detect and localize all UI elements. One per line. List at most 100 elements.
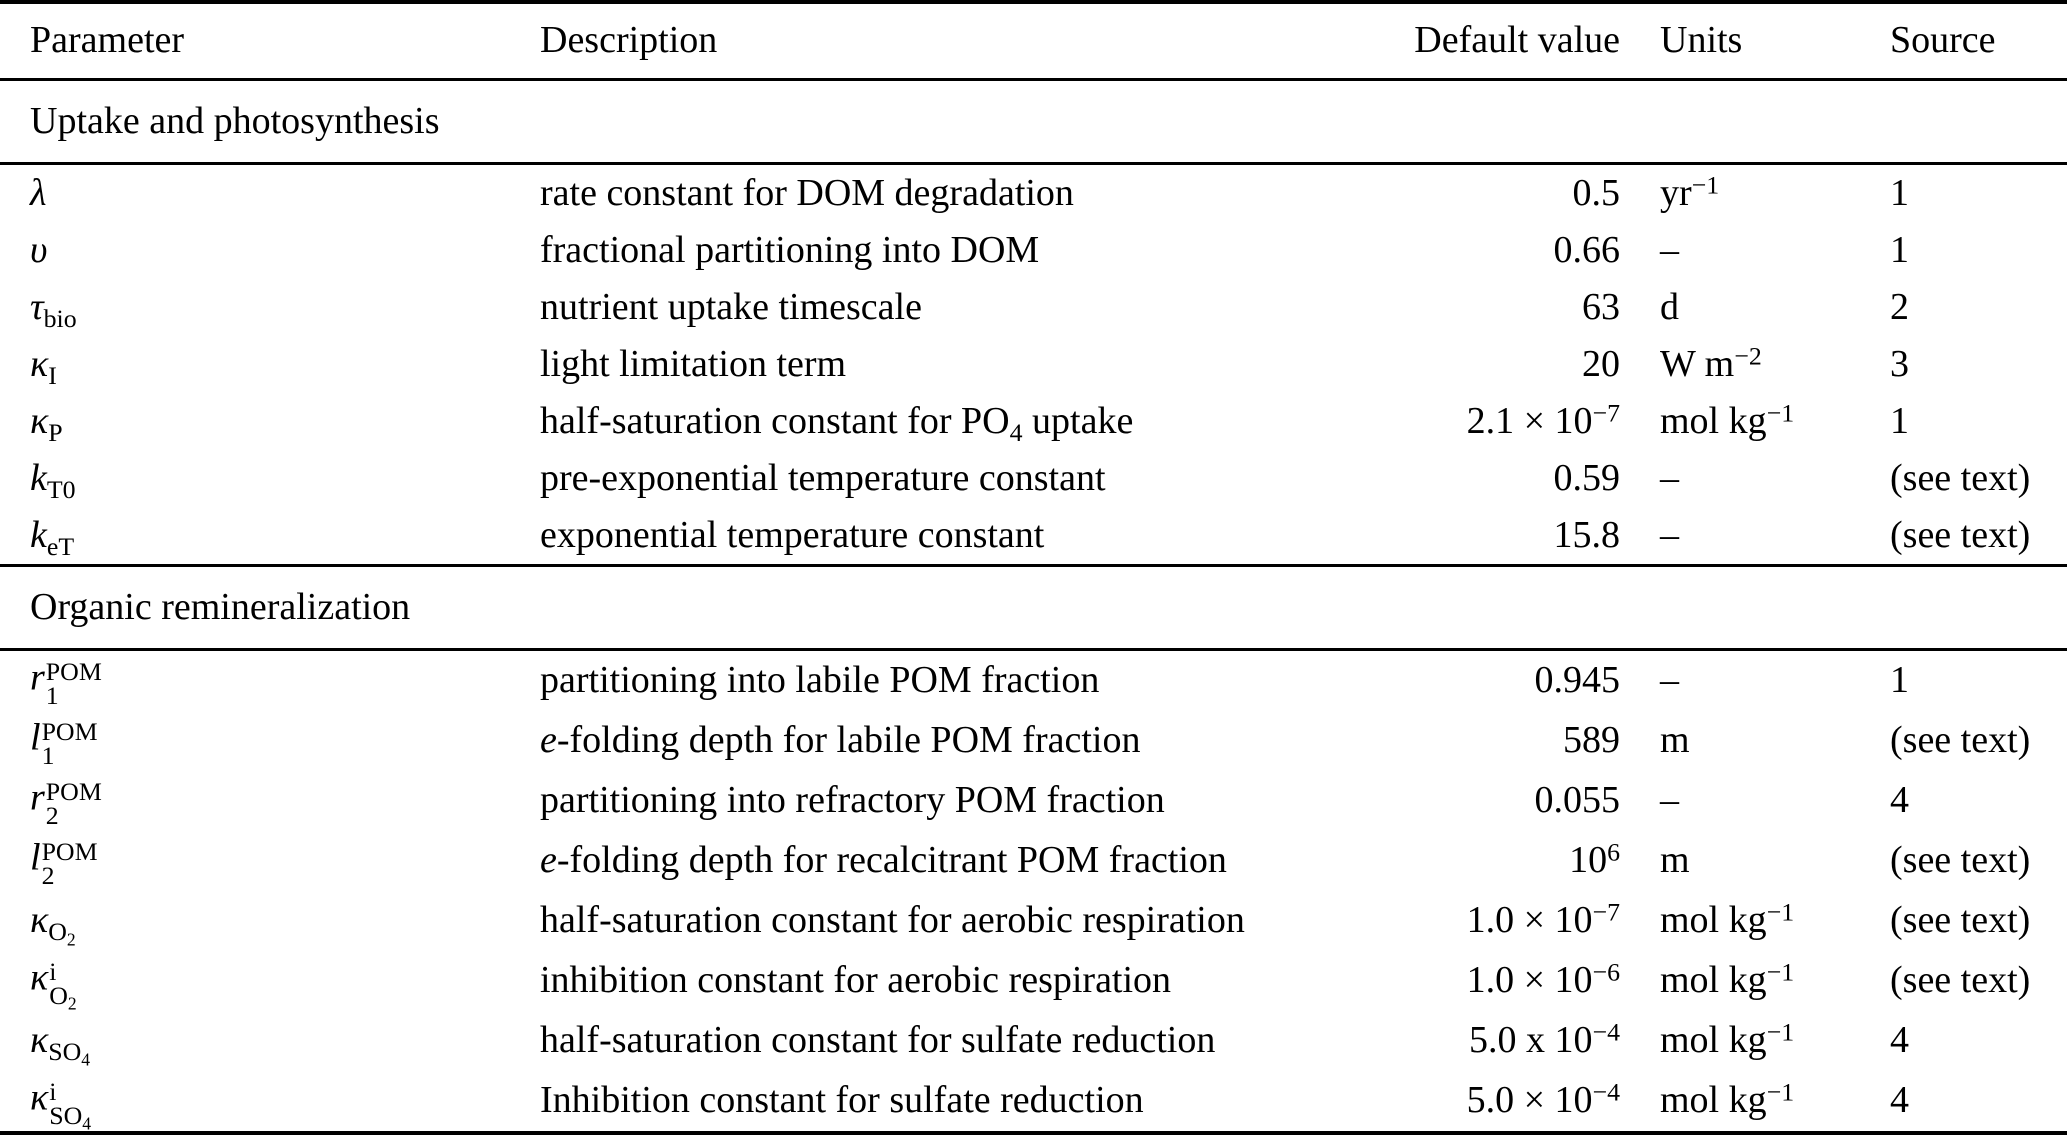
header-row: Parameter Description Default value Unit… [0,2,2067,81]
units-cell: yr−1 [1660,169,1720,214]
col-header-parameter: Parameter [0,2,510,81]
param-cell: κ i SO4 [30,1076,92,1134]
stacked-supsub: POM 1 [41,716,98,771]
source-cell: (see text) [1890,719,2031,762]
param-cell: r POM 2 [30,776,102,831]
units-cell: mol kg−1 [1660,957,1795,1002]
table-row: κ i O2 inhibition constant for aerobic resp… [0,951,2067,1014]
section-title: Uptake and photosynthesis [0,78,2067,165]
table-row: κ i SO4 Inhibition constant for sulfate red… [0,1071,2067,1133]
source-cell: 4 [1890,779,1909,822]
param-cell: keT [30,513,75,561]
units-cell: – [1660,513,1679,556]
default-value-cell: 106 [1569,837,1620,882]
default-value-cell: 2.1 × 10−7 [1466,397,1620,442]
section-header-row: Uptake and photosynthesis [0,78,2067,165]
units-cell: mol kg−1 [1660,1017,1795,1062]
default-value-cell: 0.5 [1572,171,1621,214]
table-row: κO2 half-saturation constant for aerobic … [0,891,2067,951]
table-row: τbio nutrient uptake timescale 63 d 2 [0,279,2067,336]
table-row: l POM 1 e-folding depth for labile POM frac… [0,711,2067,771]
source-cell: 4 [1890,1019,1909,1062]
description-cell: nutrient uptake timescale [540,285,922,328]
table-row: keT exponential temperature constant 15.8–… [0,507,2067,566]
units-cell: m [1660,839,1690,882]
units-cell: m [1660,719,1690,762]
table-row: r POM 1 partitioning into labile POM fracti… [0,650,2067,712]
description-cell: pre-exponential temperature constant [540,456,1106,499]
param-cell: τbio [30,285,77,333]
source-cell: (see text) [1890,456,2031,499]
default-value-cell: 15.8 [1553,513,1621,556]
units-cell: mol kg−1 [1660,897,1795,942]
table-body: Uptake and photosynthesis λ rate constant … [0,78,2067,1134]
param-cell: κI [30,342,57,390]
source-cell: 1 [1890,171,1909,214]
table-row: kT0 pre-exponential temperature constant 0… [0,450,2067,507]
description-cell: half-saturation constant for PO4 uptake [540,399,1134,447]
table-row: κP half-saturation constant for PO4 uptak… [0,393,2067,450]
units-cell: – [1660,779,1679,822]
table-row: κSO4 half-saturation constant for sulfate… [0,1011,2067,1071]
source-cell: (see text) [1890,959,2031,1002]
param-cell: κP [30,399,63,447]
description-cell: rate constant for DOM degradation [540,171,1074,214]
param-cell: l POM 1 [30,716,98,771]
default-value-cell: 0.055 [1534,779,1621,822]
units-cell: – [1660,228,1679,271]
default-value-cell: 0.945 [1534,659,1621,702]
units-cell: mol kg−1 [1660,1077,1795,1122]
col-header-description: Description [510,2,1215,81]
section-header-row: Organic remineralization [0,564,2067,651]
description-cell: e-folding depth for recalcitrant POM fra… [540,839,1227,882]
default-value-cell: 589 [1563,719,1620,762]
source-cell: 2 [1890,285,1909,328]
col-header-units: Units [1620,2,1860,81]
default-value-cell: 63 [1582,285,1620,328]
description-cell: fractional partitioning into DOM [540,228,1040,271]
units-cell: mol kg−1 [1660,397,1795,442]
section-title: Organic remineralization [0,564,2067,651]
param-cell: κO2 [30,899,76,950]
description-cell: light limitation term [540,342,847,385]
source-cell: 4 [1890,1079,1909,1122]
table-row: l POM 2 e-folding depth for recalcitrant PO… [0,831,2067,891]
source-cell: (see text) [1890,899,2031,942]
source-cell: (see text) [1890,839,2031,882]
default-value-cell: 1.0 × 10−6 [1466,957,1620,1002]
source-cell: (see text) [1890,513,2031,556]
table-row: λ rate constant for DOM degradation 0.5 yr−… [0,164,2067,223]
stacked-supsub: i O2 [49,956,77,1014]
default-value-cell: 0.59 [1553,456,1621,499]
stacked-supsub: POM 2 [45,776,102,831]
param-cell: kT0 [30,456,76,504]
col-header-source: Source [1860,2,2067,81]
source-cell: 1 [1890,659,1909,702]
param-cell: κ i O2 [30,956,77,1014]
description-cell: partitioning into refractory POM fractio… [540,779,1165,822]
source-cell: 1 [1890,399,1909,442]
description-cell: Inhibition constant for sulfate reductio… [540,1079,1144,1122]
description-cell: partitioning into labile POM fraction [540,659,1100,702]
table-header: Parameter Description Default value Unit… [0,2,2067,81]
description-cell: exponential temperature constant [540,513,1045,556]
table-row: κI light limitation term 20 W m−2 3 [0,336,2067,393]
units-cell: W m−2 [1660,340,1762,385]
description-cell: half-saturation constant for aerobic res… [540,899,1245,942]
param-cell: λ [30,171,47,214]
default-value-cell: 0.66 [1553,228,1621,271]
col-header-default-value: Default value [1215,2,1620,81]
param-cell: l POM 2 [30,836,98,891]
table-row: r POM 2 partitioning into refractory POM fr… [0,771,2067,831]
units-cell: d [1660,285,1679,328]
default-value-cell: 20 [1582,342,1620,385]
param-cell: r POM 1 [30,656,102,711]
default-value-cell: 5.0 x 10−4 [1469,1017,1620,1062]
description-cell: inhibition constant for aerobic respirat… [540,959,1172,1002]
param-cell: υ [30,228,48,271]
param-cell: κSO4 [30,1019,91,1070]
units-cell: – [1660,456,1679,499]
default-value-cell: 5.0 × 10−4 [1466,1077,1620,1122]
units-cell: – [1660,659,1679,702]
